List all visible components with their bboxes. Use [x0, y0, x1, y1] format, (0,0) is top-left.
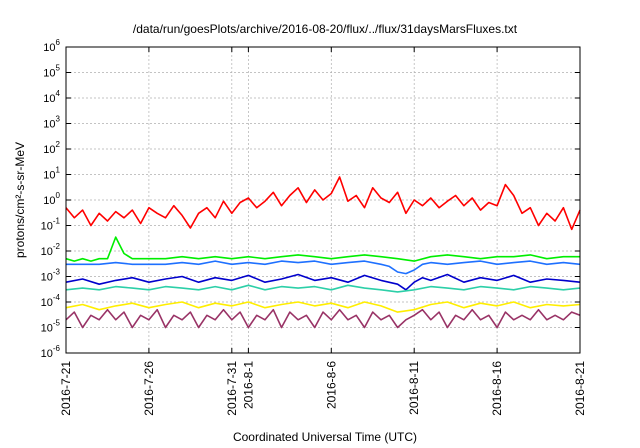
x-tick-label: 2016-7-21: [59, 361, 73, 416]
y-tick-label: 102: [43, 140, 60, 156]
y-tick-label: 10-5: [41, 319, 61, 335]
x-tick-label: 2016-8-16: [490, 361, 504, 416]
series-line-4: [65, 273, 581, 291]
chart-title: /data/run/goesPlots/archive/2016-08-20/f…: [133, 22, 518, 36]
y-axis-label: protons/cm²-s-sr-MeV: [13, 142, 27, 258]
y-tick-label: 104: [43, 89, 60, 105]
series-line-5: [65, 284, 581, 293]
x-tick-label: 2016-7-26: [142, 361, 156, 416]
y-tick-label: 100: [43, 191, 60, 207]
series-line-6: [65, 301, 581, 313]
y-tick-label: 10-1: [41, 217, 61, 233]
x-tick-label: 2016-7-31: [225, 361, 239, 416]
x-tick-label: 2016-8-11: [407, 361, 421, 415]
y-tick-label: 101: [43, 166, 60, 182]
x-axis: 2016-7-21 2016-7-26 2016-7-31 2016-8-1 2016-…: [59, 47, 587, 416]
y-axis: 10-6 10-5 10-4 10-3 10-2 10-1 100 101 102 103 104 1…: [41, 38, 580, 360]
y-tick-label: 106: [43, 38, 60, 54]
series-line-1: [65, 176, 581, 231]
y-tick-label: 103: [43, 115, 60, 131]
series-line-2: [65, 236, 580, 262]
series-line-7: [65, 308, 581, 329]
series-line-3: [66, 260, 581, 275]
y-tick-label: 10-2: [41, 242, 61, 258]
y-tick-label: 10-3: [41, 268, 61, 284]
x-axis-label: Coordinated Universal Time (UTC): [233, 430, 417, 444]
y-tick-label: 105: [43, 64, 60, 80]
series-layer: [65, 176, 581, 329]
y-tick-label: 10-6: [41, 344, 61, 360]
x-tick-label: 2016-8-21: [573, 361, 587, 416]
x-tick-label: 2016-8-1: [241, 361, 255, 409]
x-tick-label: 2016-8-6: [324, 361, 338, 409]
y-tick-label: 10-4: [41, 293, 61, 309]
